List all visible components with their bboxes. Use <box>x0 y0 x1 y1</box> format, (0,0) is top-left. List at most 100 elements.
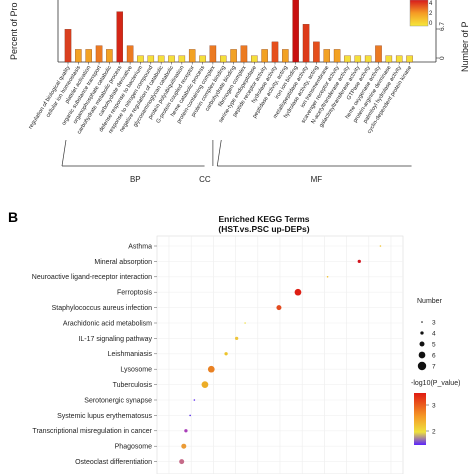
color-legend-tick-label: 3 <box>432 402 436 409</box>
y-tick-label: Transcriptional misregulation in cancer <box>32 428 152 435</box>
bar <box>375 45 382 63</box>
bar <box>199 55 206 63</box>
y-tick-label: Lysosome <box>120 367 152 374</box>
y-tick-label: Tuberculosis <box>113 382 153 389</box>
y-tick-label: Serotonergic synapse <box>84 397 152 404</box>
bar <box>219 55 227 63</box>
grid-lines <box>157 236 403 474</box>
size-legend-dot <box>418 351 426 359</box>
bar <box>230 49 237 63</box>
group-brackets: BP CC MF <box>61 139 412 184</box>
point <box>294 288 302 296</box>
size-legend-dot <box>419 341 425 347</box>
point <box>193 399 196 401</box>
point <box>357 259 361 264</box>
y-tick-label: Leishmaniasis <box>108 351 153 358</box>
size-legend-dot <box>420 331 424 335</box>
point <box>179 459 185 465</box>
point <box>189 414 191 417</box>
bar <box>106 49 113 63</box>
bars <box>57 0 437 65</box>
group-bracket <box>216 139 222 167</box>
color-legend-bar <box>409 0 429 27</box>
bar <box>116 11 124 63</box>
y-tick-label: Mineral absorption <box>94 259 152 266</box>
point <box>224 352 228 356</box>
color-legend: -log10(P_value) 3 2 <box>411 380 460 445</box>
bar <box>188 49 196 63</box>
bar <box>323 49 330 63</box>
bar <box>157 55 165 63</box>
point <box>379 245 382 247</box>
bar <box>178 55 186 63</box>
bar <box>282 49 289 63</box>
points <box>179 245 382 465</box>
bar <box>364 55 372 63</box>
chart-title: Enriched KEGG Terms <box>218 214 309 224</box>
size-legend-label: 7 <box>432 363 436 370</box>
size-legend-title: Number <box>417 298 443 305</box>
y-tick-labels: Asthma Mineral absorption Neuroactive liga… <box>32 243 157 466</box>
bar <box>75 49 82 63</box>
x-tick-labels: regulation of biological qualitycellular… <box>28 65 414 136</box>
bar <box>354 55 362 63</box>
color-legend-bar <box>414 393 426 445</box>
size-legend-dot <box>421 321 423 323</box>
right-tick-label: 0 <box>439 56 446 60</box>
bar <box>292 0 299 63</box>
chart-subtitle: (HST.vs.PSC up-DEPs) <box>218 224 309 234</box>
group-label: MF <box>311 175 323 184</box>
y-tick-label: Osteoclast differentiation <box>75 459 152 466</box>
point <box>207 365 215 373</box>
y-tick-label: IL-17 signaling pathway <box>78 336 152 343</box>
y-tick-label: Staphylococcus aureus infection <box>52 305 152 312</box>
bar <box>85 49 92 63</box>
size-legend-label: 5 <box>432 341 436 348</box>
size-legend-label: 4 <box>432 330 436 337</box>
bar <box>385 55 393 63</box>
right-axis-ticks: 6.70 <box>436 22 446 60</box>
bar <box>147 55 155 63</box>
color-legend-title: -log10(P_value) <box>411 380 460 387</box>
bar <box>95 45 103 63</box>
y-tick-label: Arachidonic acid metabolism <box>63 320 152 327</box>
bar <box>271 41 279 63</box>
size-legend: Number 3 4 5 6 7 <box>417 298 443 370</box>
point <box>244 322 246 324</box>
color-legend-tick: 0 <box>429 21 433 27</box>
color-legend: 4 2 0 <box>409 0 433 27</box>
bar <box>137 55 144 63</box>
point <box>235 336 239 341</box>
size-legend-label: 3 <box>432 319 436 326</box>
point <box>276 305 282 311</box>
group-bracket <box>61 139 67 167</box>
group-label: CC <box>199 175 211 184</box>
y-tick-label: Asthma <box>128 243 152 250</box>
bar <box>240 45 248 63</box>
go-bar-chart: Percent of Pro Number of P 4 2 0 6.70 regu… <box>9 0 470 184</box>
group-label: BP <box>130 175 141 184</box>
y-tick-label: Phagosome <box>115 444 152 451</box>
color-legend-tick: 2 <box>429 11 433 17</box>
bar <box>251 55 258 63</box>
color-legend-tick-label: 2 <box>432 428 436 435</box>
point <box>181 443 187 449</box>
y-axis-label: Percent of Pro <box>9 2 19 60</box>
bar <box>209 45 217 63</box>
bar <box>64 29 72 63</box>
right-axis-label: Number of P <box>460 21 470 72</box>
bar <box>261 49 268 63</box>
bar <box>126 45 134 63</box>
y-tick-label: Ferroptosis <box>117 290 153 297</box>
kegg-dot-plot: Enriched KEGG Terms (HST.vs.PSC up-DEPs)… <box>32 214 460 474</box>
bar <box>333 49 341 63</box>
size-legend-dot <box>417 361 427 371</box>
bar <box>344 55 351 63</box>
bar <box>406 55 413 63</box>
panel-b-label: B <box>8 209 18 225</box>
bar <box>313 41 320 63</box>
bar <box>395 55 403 63</box>
y-tick-label: Neuroactive ligand-receptor interaction <box>32 274 152 281</box>
color-legend-tick: 4 <box>429 1 433 7</box>
